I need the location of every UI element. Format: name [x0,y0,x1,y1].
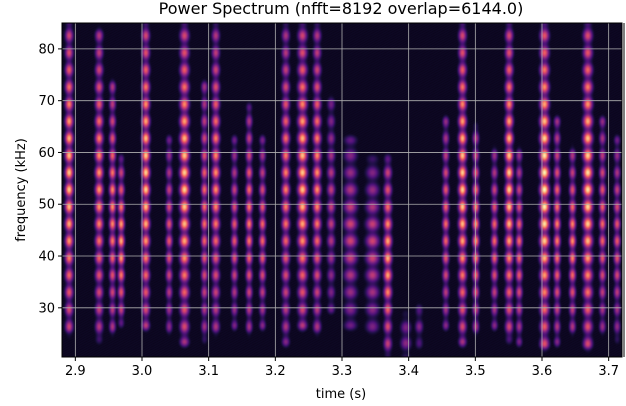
pulse-mark-29 [555,121,559,338]
pulse-mark-22 [443,121,447,323]
y-tick-label: 40 [38,250,55,265]
pulse-mark-15 [315,28,319,328]
pulse-mark-25 [492,152,496,323]
y-tick-label: 80 [38,42,55,57]
x-tick-label: 3.2 [265,364,286,379]
pulse-mark-23 [460,28,464,339]
pulse-mark-16 [329,101,333,308]
pulse-mark-32 [600,121,604,328]
plot-area [61,22,623,358]
pulse-mark-24 [473,132,477,329]
pulse-mark-9 [213,28,217,328]
y-axis-label: frequency (kHz) [14,138,29,242]
y-tick-label: 30 [38,301,55,316]
x-tick-label: 3.4 [398,364,419,379]
pulse-mark-20 [403,318,407,354]
pulse-mark-18 [370,163,374,329]
x-tick-label: 2.9 [65,364,86,379]
y-tick-label: 60 [38,146,55,161]
pulse-mark-5 [143,28,147,323]
pulse-mark-11 [247,111,251,328]
pulse-mark-21 [417,308,421,344]
x-tick-label: 3.0 [132,364,153,379]
pulse-mark-4 [119,163,123,318]
pulse-mark-28 [542,28,546,344]
pulse-mark-33 [615,142,619,334]
pulse-mark-14 [300,28,304,323]
pulse-mark-26 [507,28,511,334]
pulse-mark-12 [260,142,264,323]
x-tick-label: 3.6 [532,364,553,379]
pulse-mark-3 [110,85,114,328]
x-tick-label: 3.5 [465,364,486,379]
pulse-mark-1 [67,28,71,328]
pulse-mark-8 [202,85,206,334]
pulse-mark-30 [570,152,574,328]
y-tick-label: 70 [38,94,55,109]
grid-lines [62,23,622,357]
pulse-mark-13 [283,28,287,339]
pulse-mark-10 [232,142,236,323]
y-tick-label: 50 [38,198,55,213]
y-axis: 30 40 50 60 70 80 [38,42,62,316]
pulse-mark-31 [585,28,589,344]
x-tick-label: 3.7 [598,364,619,379]
pulse-mark-19 [385,163,389,349]
chart-title: Power Spectrum (nfft=8192 overlap=6144.0… [159,0,524,18]
x-axis-label: time (s) [316,387,366,402]
pulse-mark-6 [167,142,171,328]
pulse-mark-27 [517,152,521,338]
x-tick-label: 3.3 [332,364,353,379]
x-tick-label: 3.1 [198,364,219,379]
x-axis: 2.9 3.0 3.1 3.2 3.3 3.4 3.5 3.6 3.7 [65,357,619,379]
pulse-mark-7 [182,28,186,339]
pulse-mark-2 [97,33,101,333]
pulse-mark-17 [348,142,352,323]
